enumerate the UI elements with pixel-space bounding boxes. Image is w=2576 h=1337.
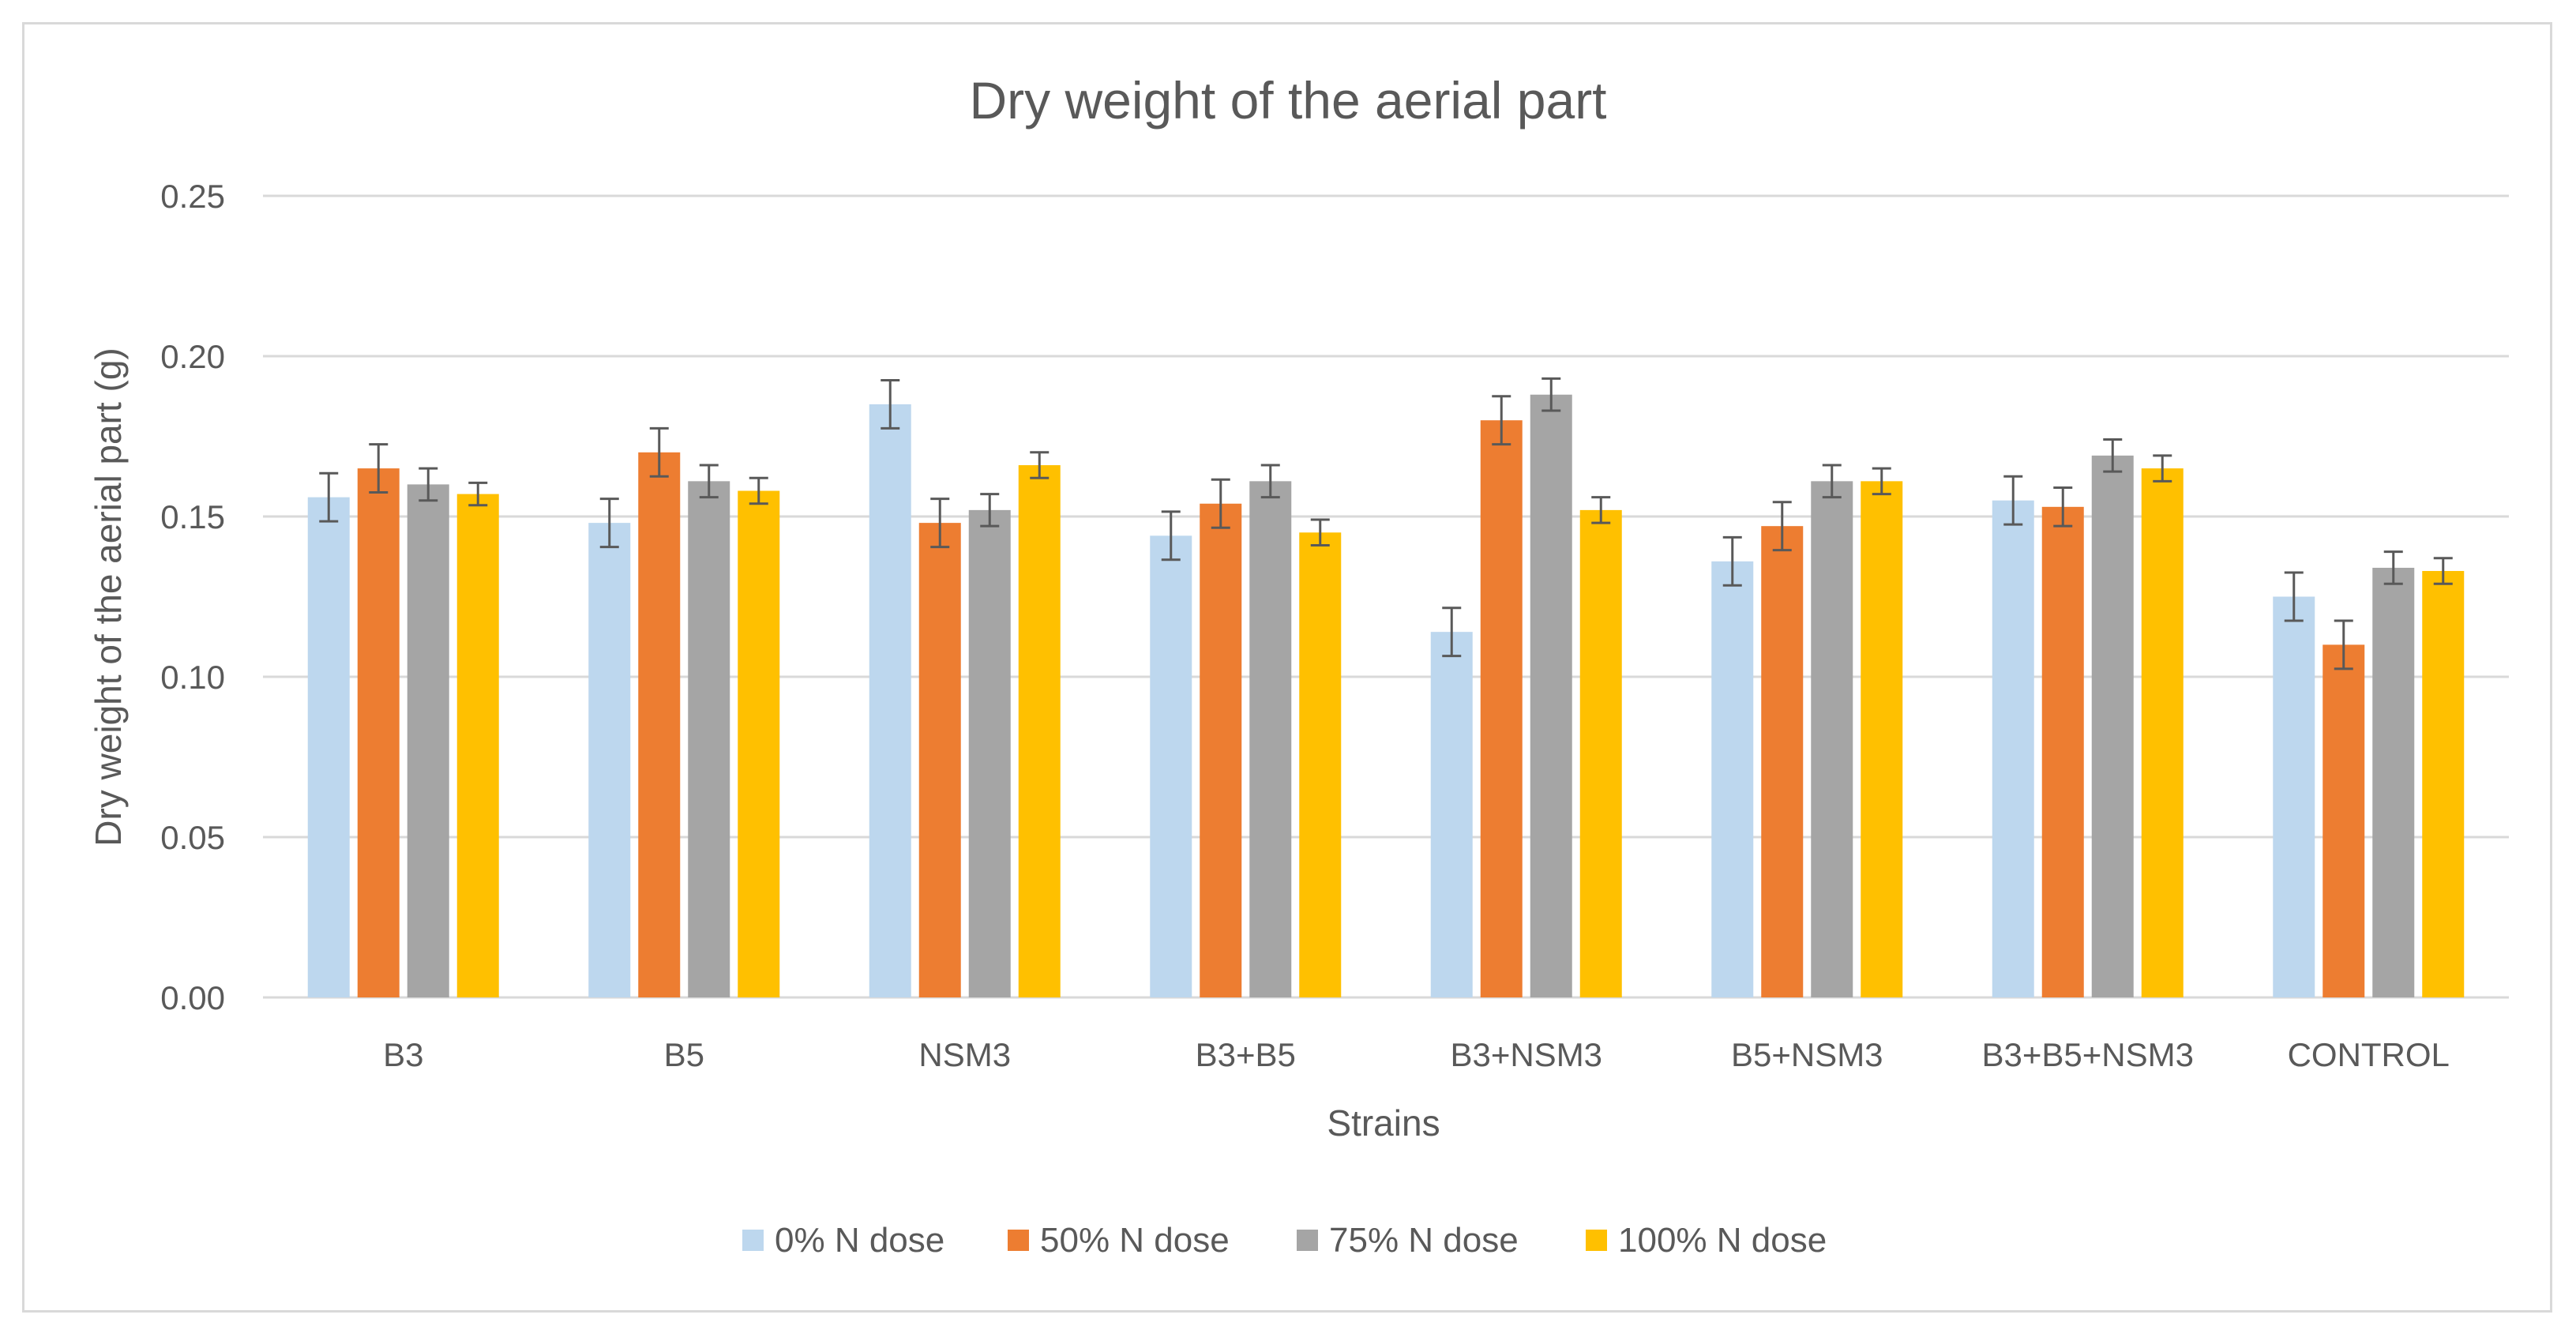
bar: [307, 497, 350, 997]
legend-label: 50% N dose: [1040, 1221, 1230, 1260]
bar: [1018, 465, 1061, 997]
bar: [1861, 481, 1903, 997]
y-tick-label: 0.25: [160, 178, 225, 215]
bar: [588, 523, 631, 997]
bar: [2323, 644, 2365, 997]
bar: [1480, 420, 1523, 997]
legend-swatch: [1297, 1230, 1318, 1251]
x-tick-label: NSM3: [918, 1036, 1011, 1073]
bar: [2422, 571, 2465, 997]
legend: 0% N dose 50% N dose 75% N dose 100% N dose: [742, 1221, 1827, 1260]
legend-swatch: [1008, 1230, 1029, 1251]
bar: [357, 468, 400, 997]
bar: [869, 404, 911, 997]
error-bars: [319, 377, 2453, 670]
bar: [638, 452, 681, 997]
bar: [2273, 596, 2315, 997]
bar: [456, 494, 499, 997]
legend-label: 75% N dose: [1329, 1221, 1519, 1260]
x-axis-ticks: B3 B5 NSM3 B3+B5 B3+NSM3 B5+NSM3 B3+B5+NSM3 CON…: [383, 1036, 2450, 1073]
bar: [407, 484, 449, 997]
bar: [2041, 506, 2084, 997]
bar: [1711, 561, 1754, 997]
y-axis-ticks: 0.00 0.05 0.10 0.15 0.20 0.25: [160, 178, 225, 1016]
chart-title: Dry weight of the aerial part: [969, 71, 1606, 130]
bar: [1249, 481, 1292, 997]
y-tick-label: 0.00: [160, 979, 225, 1016]
bar-series: [307, 394, 2465, 998]
bar: [1430, 632, 1473, 997]
y-axis-title: Dry weight of the aerial part (g): [88, 347, 129, 847]
y-tick-label: 0.05: [160, 819, 225, 856]
x-tick-label: B5+NSM3: [1731, 1036, 1883, 1073]
bar: [968, 509, 1011, 997]
bar: [1811, 481, 1853, 997]
bar: [1761, 526, 1804, 997]
bar: [2141, 468, 2184, 997]
bar: [1530, 394, 1572, 998]
legend-swatch: [742, 1230, 764, 1251]
y-tick-label: 0.20: [160, 338, 225, 375]
bar: [2372, 567, 2415, 997]
x-tick-label: B3+B5+NSM3: [1982, 1036, 2195, 1073]
bar: [1992, 500, 2034, 997]
legend-label: 0% N dose: [775, 1221, 944, 1260]
x-tick-label: B3+NSM3: [1450, 1036, 1602, 1073]
x-tick-label: B3+B5: [1196, 1036, 1296, 1073]
bar: [1299, 532, 1342, 997]
x-axis-title: Strains: [1327, 1102, 1440, 1144]
gridlines: [263, 194, 2509, 999]
x-tick-label: B5: [664, 1036, 704, 1073]
legend-label: 100% N dose: [1618, 1221, 1827, 1260]
bar: [1579, 509, 1622, 997]
bar: [738, 490, 780, 997]
bar: [2091, 455, 2134, 997]
bar: [1150, 535, 1192, 997]
x-tick-label: CONTROL: [2288, 1036, 2450, 1073]
y-tick-label: 0.10: [160, 659, 225, 696]
bar: [688, 481, 730, 997]
legend-swatch: [1586, 1230, 1607, 1251]
x-tick-label: B3: [383, 1036, 423, 1073]
bar: [918, 523, 961, 997]
bar: [1200, 503, 1242, 997]
y-tick-label: 0.15: [160, 498, 225, 535]
